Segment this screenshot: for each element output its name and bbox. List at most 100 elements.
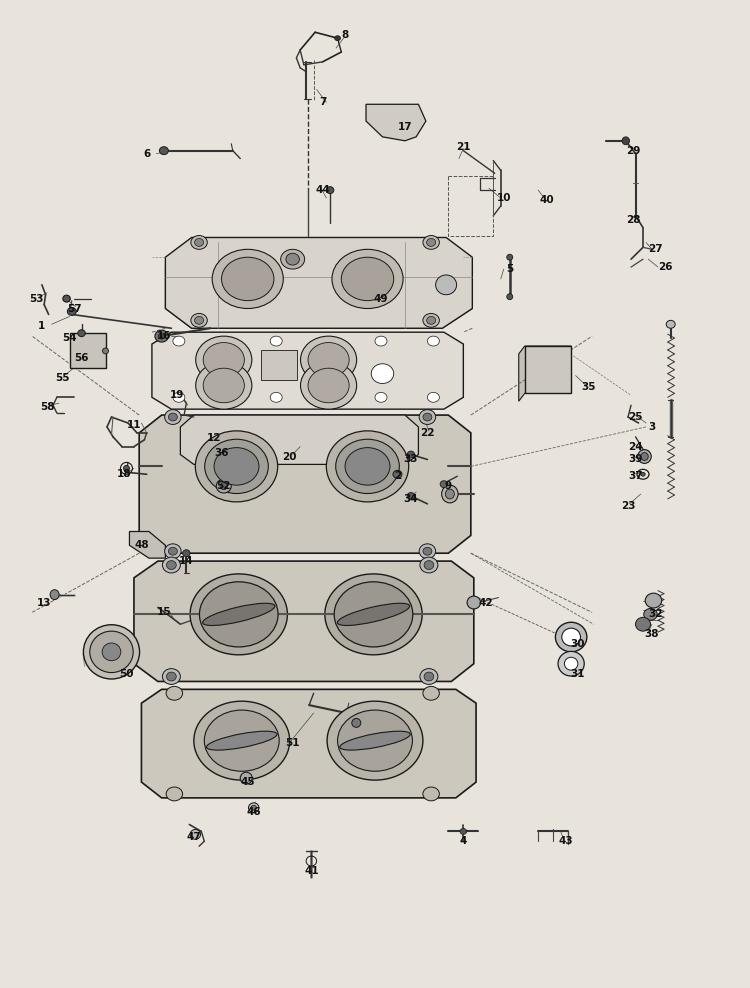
Polygon shape xyxy=(134,561,474,682)
Ellipse shape xyxy=(251,805,257,810)
Ellipse shape xyxy=(645,593,662,608)
Ellipse shape xyxy=(163,669,180,685)
Text: 29: 29 xyxy=(626,145,640,156)
Text: 18: 18 xyxy=(117,469,131,479)
Ellipse shape xyxy=(190,235,207,249)
Ellipse shape xyxy=(427,238,436,246)
Ellipse shape xyxy=(427,316,436,324)
Text: 5: 5 xyxy=(506,264,513,274)
Polygon shape xyxy=(166,247,472,328)
Ellipse shape xyxy=(644,609,657,620)
Ellipse shape xyxy=(270,336,282,346)
Text: 6: 6 xyxy=(143,148,150,159)
Ellipse shape xyxy=(194,316,203,324)
Ellipse shape xyxy=(424,560,433,569)
Ellipse shape xyxy=(216,479,231,493)
Ellipse shape xyxy=(640,472,645,476)
Ellipse shape xyxy=(420,669,438,685)
Text: 10: 10 xyxy=(496,193,511,203)
Ellipse shape xyxy=(460,829,466,835)
Ellipse shape xyxy=(205,440,268,494)
Ellipse shape xyxy=(423,547,432,555)
Ellipse shape xyxy=(327,701,423,781)
Ellipse shape xyxy=(340,731,410,750)
Ellipse shape xyxy=(90,631,134,673)
Text: 51: 51 xyxy=(286,738,300,748)
Ellipse shape xyxy=(203,369,244,403)
Ellipse shape xyxy=(172,392,184,402)
Ellipse shape xyxy=(436,275,457,294)
Ellipse shape xyxy=(423,787,439,801)
Text: 44: 44 xyxy=(315,185,330,195)
Ellipse shape xyxy=(332,249,403,308)
Text: 11: 11 xyxy=(127,420,141,430)
Text: 48: 48 xyxy=(134,540,148,550)
Ellipse shape xyxy=(165,410,181,425)
Ellipse shape xyxy=(375,392,387,402)
Ellipse shape xyxy=(326,431,409,502)
Ellipse shape xyxy=(334,36,340,41)
Polygon shape xyxy=(166,237,472,328)
Ellipse shape xyxy=(158,333,165,339)
Text: 54: 54 xyxy=(62,333,77,343)
Polygon shape xyxy=(140,415,471,553)
Text: 38: 38 xyxy=(645,629,659,639)
Text: 25: 25 xyxy=(628,412,643,422)
Ellipse shape xyxy=(165,543,181,558)
Text: 49: 49 xyxy=(374,293,388,303)
Ellipse shape xyxy=(424,672,433,681)
Ellipse shape xyxy=(638,450,651,463)
Ellipse shape xyxy=(427,392,439,402)
Ellipse shape xyxy=(352,718,361,727)
Ellipse shape xyxy=(423,413,432,421)
Text: 14: 14 xyxy=(179,556,194,566)
Ellipse shape xyxy=(124,465,130,471)
Text: 22: 22 xyxy=(420,428,435,438)
Text: 20: 20 xyxy=(282,452,296,461)
Text: 40: 40 xyxy=(540,195,554,205)
Text: 31: 31 xyxy=(570,669,584,679)
Ellipse shape xyxy=(562,628,580,646)
Ellipse shape xyxy=(308,369,350,403)
Bar xyxy=(70,333,106,368)
Text: 35: 35 xyxy=(581,382,596,392)
Ellipse shape xyxy=(220,483,227,490)
Ellipse shape xyxy=(169,547,177,555)
Ellipse shape xyxy=(507,254,513,260)
Ellipse shape xyxy=(202,604,275,625)
Ellipse shape xyxy=(102,643,121,661)
Text: 19: 19 xyxy=(170,390,184,400)
Ellipse shape xyxy=(334,582,412,647)
Ellipse shape xyxy=(270,392,282,402)
Text: 33: 33 xyxy=(404,454,418,464)
Ellipse shape xyxy=(558,651,584,676)
Ellipse shape xyxy=(419,410,436,425)
Ellipse shape xyxy=(640,453,648,460)
Ellipse shape xyxy=(78,330,86,337)
Ellipse shape xyxy=(635,618,650,631)
Ellipse shape xyxy=(308,343,350,377)
Ellipse shape xyxy=(200,582,278,647)
Ellipse shape xyxy=(420,557,438,573)
Ellipse shape xyxy=(507,293,513,299)
Text: 34: 34 xyxy=(404,494,418,504)
Ellipse shape xyxy=(160,146,169,154)
Text: 55: 55 xyxy=(55,372,69,382)
Polygon shape xyxy=(180,415,419,464)
Ellipse shape xyxy=(301,362,357,409)
Ellipse shape xyxy=(423,235,439,249)
Polygon shape xyxy=(519,346,572,401)
Ellipse shape xyxy=(556,622,586,652)
Ellipse shape xyxy=(371,364,394,383)
Ellipse shape xyxy=(423,313,439,327)
Ellipse shape xyxy=(442,485,458,503)
Ellipse shape xyxy=(172,336,184,346)
Text: 26: 26 xyxy=(658,262,673,272)
Text: 39: 39 xyxy=(628,454,643,464)
Ellipse shape xyxy=(301,336,357,383)
Ellipse shape xyxy=(204,710,279,772)
Ellipse shape xyxy=(166,672,176,681)
Text: 57: 57 xyxy=(67,303,81,313)
Text: 52: 52 xyxy=(217,481,231,491)
Text: 42: 42 xyxy=(478,598,493,608)
